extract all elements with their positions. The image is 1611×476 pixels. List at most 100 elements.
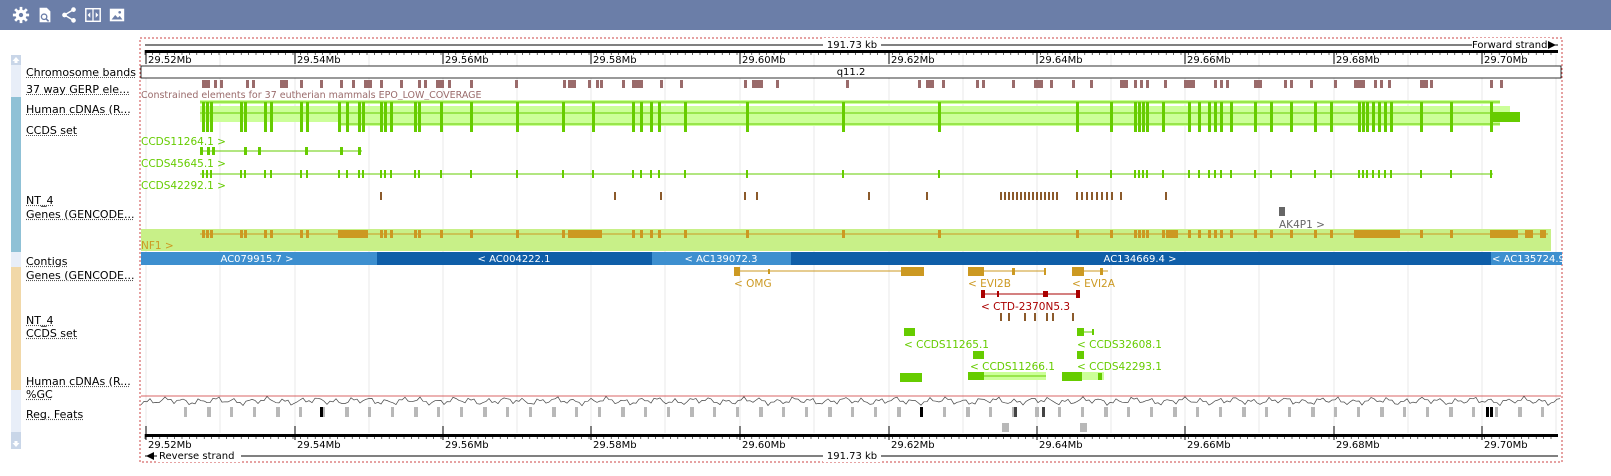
nt4-feature xyxy=(1046,313,1048,321)
ccds-exon xyxy=(1134,170,1136,178)
cdna-exon xyxy=(240,102,243,132)
gear-icon[interactable] xyxy=(11,5,31,25)
contig-label-2: < AC004222.1 xyxy=(478,254,551,265)
nt4-feature xyxy=(1034,313,1036,321)
document-icon[interactable] xyxy=(35,5,55,25)
reg-feature xyxy=(1104,407,1108,417)
gene-exon xyxy=(1270,230,1273,238)
gene-exon xyxy=(1188,230,1191,238)
reg-feature xyxy=(1495,407,1498,417)
gene-exon xyxy=(380,230,383,238)
gene-exon xyxy=(440,230,443,238)
reg-feature xyxy=(805,407,808,417)
nt4-feature xyxy=(380,192,382,200)
track-label-gerp[interactable]: 37 way GERP ele... xyxy=(26,83,130,96)
reg-feature xyxy=(437,407,440,417)
reg-feature xyxy=(1518,407,1522,417)
nt4-feature xyxy=(1008,192,1010,200)
reg-feature xyxy=(736,407,739,417)
track-label-chromosome-bands[interactable]: Chromosome bands xyxy=(26,66,136,79)
gerp-block xyxy=(918,80,921,88)
ccds-exon xyxy=(300,170,302,178)
cdna-exon xyxy=(684,102,687,132)
gene-exon xyxy=(1146,230,1149,238)
nt4-feature xyxy=(614,192,616,200)
reg-feature xyxy=(1127,407,1130,417)
nt4-feature xyxy=(1024,192,1026,200)
nt4-feature xyxy=(1004,192,1006,200)
ccds-reverse: < CCDS11265.1 < CCDS32608.1 < CCDS11266.… xyxy=(904,328,1162,373)
track-label-reg-feats[interactable]: Reg. Feats xyxy=(26,408,84,421)
ccds-exon xyxy=(1450,170,1452,178)
reg-feature xyxy=(320,407,323,417)
resize-icon[interactable] xyxy=(83,5,103,25)
reg-feature xyxy=(1173,407,1177,417)
ccds-exon xyxy=(1330,170,1332,178)
ccds-reverse-label-4: < CCDS42293.1 xyxy=(1077,361,1162,373)
gerp-block xyxy=(596,80,599,88)
nt4-feature xyxy=(1028,192,1030,200)
track-label-human-cdnas-reverse[interactable]: Human cDNAs (R... xyxy=(26,375,131,388)
track-label-genes-gencode[interactable]: Genes (GENCODE... xyxy=(26,208,135,221)
cdna-exon xyxy=(746,102,749,132)
top-tick-label: 29.66Mb xyxy=(1187,55,1231,66)
reg-feature xyxy=(552,407,556,417)
nt4-feature xyxy=(1012,192,1014,200)
bottom-tick-label: 29.62Mb xyxy=(891,440,935,451)
human-cdnas-forward xyxy=(200,100,1520,132)
ccds-exon xyxy=(640,170,642,178)
gerp-block xyxy=(1254,80,1262,88)
top-span-label: 191.73 kb xyxy=(827,40,877,51)
cdna-exon xyxy=(362,102,365,132)
share-icon[interactable] xyxy=(59,5,79,25)
reg-feature xyxy=(391,407,394,417)
gerp-block xyxy=(364,80,372,88)
gerp-block xyxy=(448,80,451,88)
bottom-tick-label: 29.64Mb xyxy=(1039,440,1083,451)
ccds-exon xyxy=(305,147,308,155)
track-label-genes-gencode-reverse[interactable]: Genes (GENCODE... xyxy=(26,269,135,282)
track-label-human-cdnas[interactable]: Human cDNAs (R... xyxy=(26,103,131,116)
gerp-block xyxy=(1146,80,1149,88)
ccds-exon xyxy=(1214,170,1216,178)
cdna-exon xyxy=(1208,102,1211,132)
gene-exon xyxy=(1162,230,1165,238)
track-label-ccds-set-reverse[interactable]: CCDS set xyxy=(26,327,78,340)
ccds-exon xyxy=(306,170,308,178)
chromosome-band xyxy=(140,65,1562,79)
reg-feature xyxy=(1426,407,1429,417)
reg-feature xyxy=(989,407,992,417)
ccds-exon xyxy=(240,170,242,178)
nt4-feature xyxy=(756,192,758,200)
nt4-feature xyxy=(744,192,746,200)
ccds-exon xyxy=(1138,170,1140,178)
gerp-block xyxy=(1490,80,1493,88)
cdna-exon xyxy=(1378,102,1381,132)
ccds-exon xyxy=(650,170,652,178)
ccds-exon xyxy=(270,170,272,178)
gene-exon xyxy=(1214,230,1217,238)
track-label-gc[interactable]: %GC xyxy=(26,388,53,401)
gerp-block xyxy=(588,80,591,88)
cdna-exon xyxy=(210,102,213,132)
gene-exon xyxy=(340,230,368,238)
reg-feature xyxy=(966,407,970,417)
ccds-exon xyxy=(1314,170,1316,178)
gene-evi2b-label: < EVI2B xyxy=(968,278,1011,290)
ccds-exon xyxy=(1208,170,1210,178)
track-label-ccds-set[interactable]: CCDS set xyxy=(26,124,78,137)
track-label-nt4-reverse[interactable]: NT_4 xyxy=(26,314,54,327)
track-label-contigs[interactable]: Contigs xyxy=(26,255,68,268)
bottom-span-label: 191.73 kb xyxy=(827,451,877,462)
gerp-block xyxy=(214,80,217,88)
track-label-nt4[interactable]: NT_4 xyxy=(26,194,54,207)
ccds-exon xyxy=(440,170,442,178)
gerp-block xyxy=(1140,80,1143,88)
cdna-exon xyxy=(592,102,595,132)
gene-exon xyxy=(650,230,653,238)
gerp-block xyxy=(320,80,323,88)
gerp-block xyxy=(1226,80,1229,88)
image-icon[interactable] xyxy=(107,5,127,25)
reg-feature xyxy=(1403,407,1406,417)
